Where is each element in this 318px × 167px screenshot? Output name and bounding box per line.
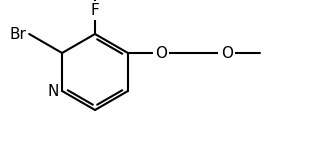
Text: N: N	[48, 84, 59, 99]
Text: F: F	[91, 3, 99, 18]
Text: O: O	[221, 45, 233, 60]
Text: O: O	[155, 45, 167, 60]
Text: Br: Br	[9, 27, 26, 42]
